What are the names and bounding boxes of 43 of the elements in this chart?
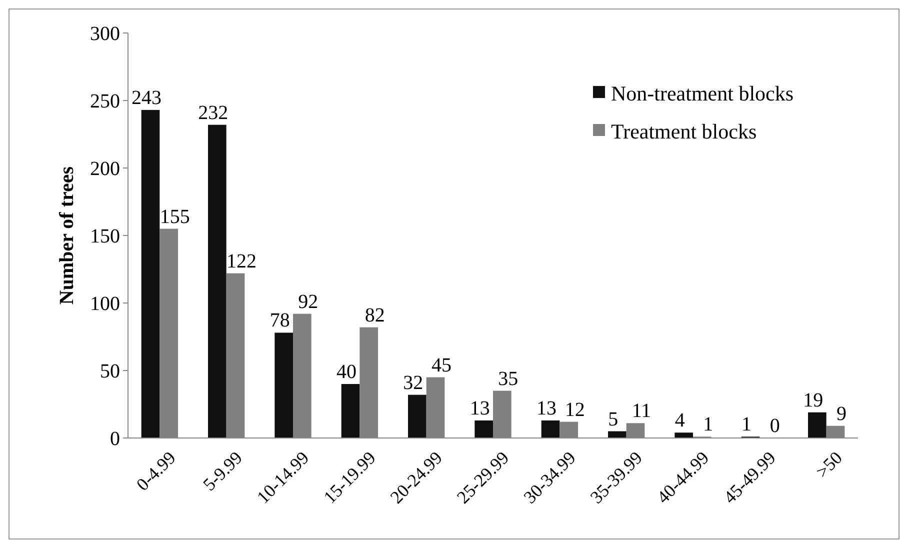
y-tick-label: 200 [90, 158, 120, 180]
data-label: 13 [470, 397, 490, 420]
data-label: 82 [364, 304, 385, 326]
bar [808, 412, 826, 438]
data-label: 19 [803, 389, 824, 412]
bar [408, 394, 426, 438]
y-tick-label: 250 [90, 90, 120, 112]
data-label: 45 [432, 354, 452, 376]
y-axis-title: Number of trees [56, 166, 78, 305]
y-tick-label: 50 [100, 360, 120, 382]
data-label: 232 [198, 102, 228, 124]
data-label: 11 [632, 400, 652, 422]
data-label: 32 [403, 372, 424, 394]
legend-label: Treatment blocks [611, 119, 757, 144]
data-label: 78 [270, 310, 290, 332]
data-label: 12 [564, 398, 585, 421]
data-label: 155 [160, 206, 190, 228]
y-tick-label: 100 [90, 293, 120, 315]
data-label: 1 [742, 414, 752, 436]
legend-label: Non-treatment blocks [611, 81, 794, 106]
bar [341, 384, 360, 438]
data-label: 0 [770, 415, 780, 437]
data-label: 35 [498, 368, 518, 390]
data-label: 13 [536, 397, 556, 420]
bar [474, 420, 493, 438]
data-label: 122 [226, 250, 256, 272]
bar [608, 431, 626, 438]
data-label: 5 [608, 408, 618, 430]
y-tick-label: 150 [90, 226, 120, 248]
data-label: 1 [703, 414, 714, 436]
data-label: 243 [132, 86, 162, 109]
bar [541, 420, 560, 438]
data-label: 4 [674, 410, 685, 432]
data-label: 9 [836, 402, 846, 425]
x-tick-label: >50 [812, 448, 846, 482]
bar [141, 110, 160, 438]
y-tick-label: 300 [90, 23, 120, 45]
bar [208, 124, 226, 438]
bar [674, 432, 693, 438]
data-label: 40 [336, 361, 356, 383]
data-label: 92 [298, 290, 318, 313]
bar [274, 332, 293, 438]
y-tick-label: 0 [110, 428, 120, 450]
